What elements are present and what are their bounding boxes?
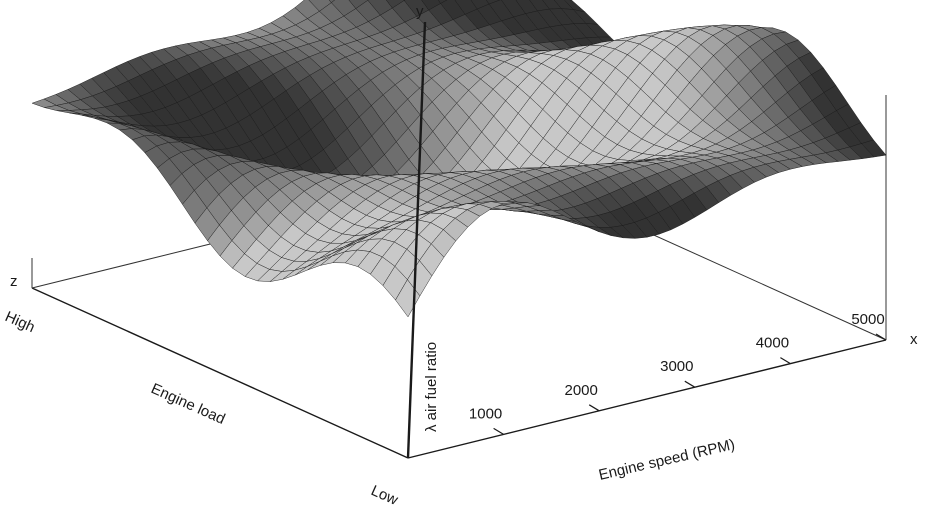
x-tick-label: 4000 [756,335,789,352]
z-axis-letter: z [10,273,18,290]
x-axis-letter: x [910,331,918,348]
x-tick-2000 [588,404,600,412]
x-tick-labels: 1000 2000 3000 4000 5000 [469,311,885,422]
x-tick-4000 [780,357,791,365]
surface-mesh [31,0,887,318]
x-tick-label: 1000 [469,405,502,422]
z-axis-line [31,287,409,459]
x-tick-label: 2000 [565,382,598,399]
surface-cell [328,0,336,4]
x-tick-3000 [684,380,696,388]
x-tick-1000 [493,427,504,435]
z-tick-label-high: High [2,308,37,336]
x-tick-label: 5000 [851,311,884,328]
y-axis-label: λ air fuel ratio [423,342,440,432]
y-axis-line [406,21,427,459]
surface-cell [438,0,448,4]
x-axis-label: Engine speed (RPM) [597,436,736,484]
x-axis-line [407,339,887,459]
z-tick-label-low: Low [368,482,400,509]
x-tick-5000 [875,333,887,341]
x-tick-label: 3000 [660,358,693,375]
x-ticks [493,333,887,435]
y-axis-letter: y [416,3,424,20]
z-axis-label: Engine load [148,380,227,428]
